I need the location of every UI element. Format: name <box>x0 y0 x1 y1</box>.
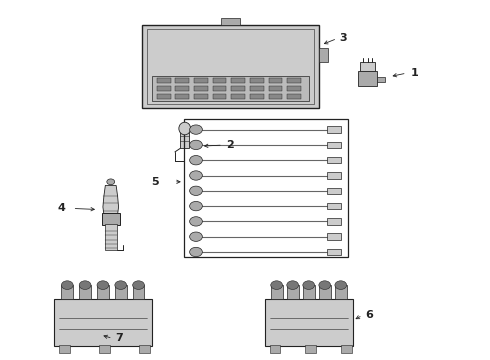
Bar <box>213 86 226 91</box>
Bar <box>99 345 110 353</box>
Bar <box>139 345 150 353</box>
Circle shape <box>287 281 298 289</box>
Bar <box>269 86 282 91</box>
Bar <box>327 157 341 163</box>
Bar <box>327 218 341 225</box>
Bar <box>220 18 240 25</box>
Bar <box>327 188 341 194</box>
Circle shape <box>79 281 91 289</box>
Circle shape <box>190 171 202 180</box>
Circle shape <box>303 281 315 289</box>
Circle shape <box>190 156 202 165</box>
Bar <box>287 78 301 83</box>
Bar <box>105 224 117 250</box>
Text: 1: 1 <box>411 68 418 78</box>
Bar <box>319 285 331 299</box>
Bar <box>287 285 298 299</box>
Bar <box>327 249 341 255</box>
Circle shape <box>107 179 115 185</box>
Bar <box>175 78 189 83</box>
Circle shape <box>190 186 202 195</box>
Bar <box>115 285 126 299</box>
Bar <box>377 77 385 82</box>
Circle shape <box>133 281 145 289</box>
Circle shape <box>97 281 109 289</box>
Bar <box>180 127 189 148</box>
Circle shape <box>335 281 346 289</box>
Bar <box>61 285 73 299</box>
Bar <box>327 234 341 240</box>
Circle shape <box>190 125 202 134</box>
Circle shape <box>190 140 202 150</box>
Bar <box>147 29 314 104</box>
Bar <box>175 94 189 99</box>
Bar <box>318 48 328 63</box>
Bar <box>59 345 70 353</box>
Bar <box>142 25 318 108</box>
Bar <box>270 345 280 353</box>
Bar <box>327 203 341 210</box>
Bar <box>194 78 208 83</box>
Bar <box>327 126 341 133</box>
Text: 3: 3 <box>340 33 347 43</box>
Bar <box>287 94 301 99</box>
Bar <box>269 94 282 99</box>
Bar <box>327 172 341 179</box>
Bar <box>213 78 226 83</box>
Bar <box>358 71 377 86</box>
Bar <box>175 86 189 91</box>
Bar <box>213 94 226 99</box>
Text: 2: 2 <box>226 140 234 150</box>
Bar <box>194 86 208 91</box>
Bar <box>231 94 245 99</box>
Text: 4: 4 <box>58 203 66 213</box>
Bar <box>271 285 283 299</box>
Circle shape <box>319 281 331 289</box>
Bar <box>250 94 264 99</box>
Bar <box>305 345 316 353</box>
Circle shape <box>190 202 202 211</box>
Bar <box>184 119 348 257</box>
Bar <box>335 285 346 299</box>
Bar <box>102 213 120 225</box>
Circle shape <box>190 247 202 257</box>
Bar <box>194 94 208 99</box>
Bar <box>231 78 245 83</box>
Circle shape <box>115 281 126 289</box>
Bar <box>157 86 171 91</box>
Text: 7: 7 <box>115 333 123 343</box>
Bar <box>303 285 315 299</box>
Bar <box>157 94 171 99</box>
Bar <box>231 86 245 91</box>
Bar <box>152 76 309 101</box>
Ellipse shape <box>179 122 191 135</box>
Bar <box>360 62 375 71</box>
Bar <box>79 285 91 299</box>
Bar <box>250 78 264 83</box>
Text: 6: 6 <box>365 310 373 320</box>
Circle shape <box>61 281 73 289</box>
Text: 5: 5 <box>151 177 159 187</box>
Circle shape <box>271 281 283 289</box>
Circle shape <box>190 232 202 242</box>
Polygon shape <box>103 185 119 214</box>
Bar <box>327 142 341 148</box>
Bar <box>265 299 353 346</box>
Bar <box>250 86 264 91</box>
Bar <box>97 285 109 299</box>
Bar <box>269 78 282 83</box>
Circle shape <box>190 217 202 226</box>
Bar <box>341 345 351 353</box>
Bar <box>157 78 171 83</box>
Bar <box>54 299 152 346</box>
Bar <box>133 285 145 299</box>
Bar <box>287 86 301 91</box>
